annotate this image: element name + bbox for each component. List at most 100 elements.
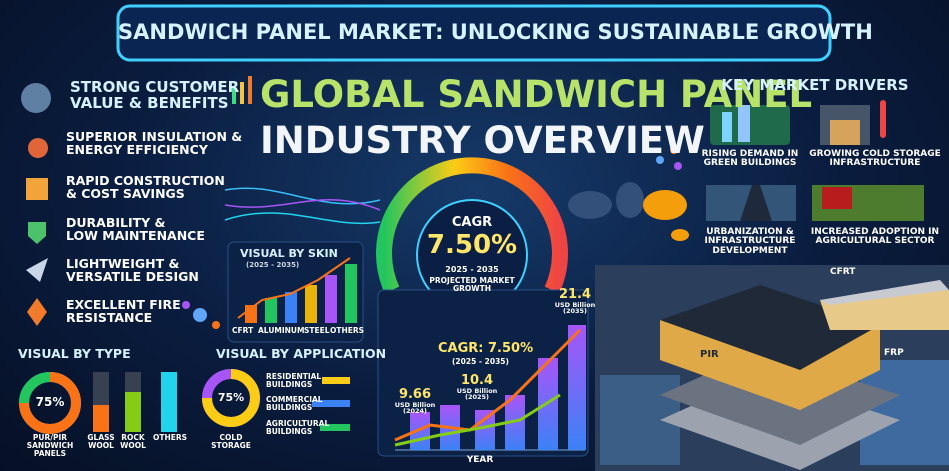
application-label: AGRICULTURAL BUILDINGS bbox=[266, 420, 329, 436]
data-stream bbox=[182, 187, 381, 329]
benefit-line: DURABILITY & bbox=[66, 215, 166, 230]
skin-label: CFRT bbox=[232, 326, 254, 335]
driver-line: URBANIZATION & bbox=[706, 227, 794, 237]
label-line: BUILDINGS bbox=[266, 379, 313, 389]
heading-line: VALUE & BENEFITS bbox=[70, 93, 229, 112]
drivers-title: KEY MARKET DRIVERS bbox=[721, 76, 909, 94]
skin-label: ALUMINUM bbox=[258, 326, 305, 335]
caption-line: PROJECTED MARKET bbox=[429, 276, 515, 285]
panel-label: PIR bbox=[700, 349, 719, 360]
benefit-item: RAPID CONSTRUCTION & COST SAVINGS bbox=[66, 174, 225, 200]
type-label: GLASS WOOL bbox=[86, 434, 116, 450]
driver-line: AGRICULTURAL SECTOR bbox=[815, 236, 935, 247]
driver-line: INCREASED ADOPTION IN bbox=[810, 227, 940, 237]
panel-label: CFRT bbox=[830, 267, 856, 277]
type-label: PUR/PIR SANDWICH PANELS bbox=[20, 434, 80, 458]
driver-item: RISING DEMAND IN GREEN BUILDINGS bbox=[695, 149, 805, 169]
label-line: COMMERCIAL bbox=[266, 395, 323, 404]
driver-line: INFRASTRUCTURE bbox=[704, 236, 796, 247]
point-value: 9.66 bbox=[398, 387, 432, 402]
growth-x-label: YEAR bbox=[466, 455, 494, 465]
label-line: BUILDINGS bbox=[266, 402, 313, 412]
label-line: PUR/PIR bbox=[32, 433, 68, 442]
benefit-line: RESISTANCE bbox=[66, 310, 153, 326]
point-unit: USD Billion bbox=[394, 400, 436, 409]
growth-point: 9.66 USD Billion (2024) bbox=[390, 388, 440, 415]
label-line: STORAGE bbox=[211, 440, 251, 450]
growth-point: 21.4 USD Billion (2035) bbox=[550, 288, 600, 315]
skin-label: STEEL bbox=[304, 326, 330, 335]
header-title: SANDWICH PANEL MARKET: UNLOCKING SUSTAIN… bbox=[118, 20, 873, 44]
label-line: AGRICULTURAL bbox=[266, 419, 330, 428]
skin-title: VISUAL BY SKIN bbox=[240, 247, 338, 260]
benefit-line: LIGHTWEIGHT & bbox=[66, 256, 180, 271]
caption-line: GROWTH bbox=[453, 283, 491, 293]
point-year: (2025) bbox=[464, 393, 490, 402]
header-box bbox=[116, 4, 832, 62]
label-line: GLASS bbox=[87, 433, 115, 442]
application-chart bbox=[202, 369, 350, 431]
type-title: VISUAL BY TYPE bbox=[18, 346, 131, 361]
label-line: PANELS bbox=[33, 448, 67, 458]
point-year: (2024) bbox=[402, 407, 428, 416]
benefit-line: ENERGY EFFICIENCY bbox=[66, 142, 208, 158]
driver-item: URBANIZATION & INFRASTRUCTURE DEVELOPMENT bbox=[695, 227, 805, 256]
point-value: 10.4 bbox=[460, 373, 494, 388]
application-label: RESIDENTIAL BUILDINGS bbox=[266, 373, 321, 389]
benefit-icons bbox=[21, 76, 252, 326]
label-line: COLD bbox=[219, 433, 243, 442]
hero-title-line: INDUSTRY OVERVIEW bbox=[260, 119, 705, 162]
driver-item: INCREASED ADOPTION IN AGRICULTURAL SECTOR bbox=[805, 227, 945, 247]
skin-period: (2025 - 2035) bbox=[246, 261, 300, 269]
label-line: SANDWICH bbox=[26, 440, 74, 450]
gauge-value: 7.50% bbox=[426, 230, 518, 260]
panel-visual bbox=[595, 265, 949, 471]
benefit-item: LIGHTWEIGHT & VERSATILE DESIGN bbox=[66, 257, 199, 283]
heading-line: STRONG CUSTOMER bbox=[70, 78, 240, 96]
benefits-heading: STRONG CUSTOMER VALUE & BENEFITS bbox=[70, 78, 240, 112]
point-unit: USD Billion bbox=[456, 386, 498, 395]
benefit-item: SUPERIOR INSULATION & ENERGY EFFICIENCY bbox=[66, 130, 242, 156]
point-year: (2035) bbox=[562, 307, 588, 316]
benefit-item: DURABILITY & LOW MAINTENANCE bbox=[66, 216, 205, 242]
driver-line: RISING DEMAND IN bbox=[701, 149, 799, 159]
world-map bbox=[568, 146, 689, 241]
benefit-line: EXCELLENT FIRE bbox=[66, 297, 181, 312]
type-donut-value: 75% bbox=[35, 395, 65, 409]
point-value: 21.4 bbox=[558, 287, 592, 302]
type-label: OTHERS bbox=[152, 434, 188, 442]
driver-line: GROWING COLD STORAGE bbox=[809, 149, 941, 159]
gauge-period: 2025 - 2035 bbox=[445, 265, 499, 274]
label-line: WOOL bbox=[88, 440, 114, 450]
label-line: WOOL bbox=[120, 440, 146, 450]
gauge-caption: PROJECTED MARKET GROWTH bbox=[417, 277, 527, 293]
growth-period: (2025 - 2035) bbox=[452, 357, 509, 366]
panel-label: FRP bbox=[884, 348, 904, 358]
application-donut-label: COLD STORAGE bbox=[206, 434, 256, 450]
benefit-item: EXCELLENT FIRE RESISTANCE bbox=[66, 298, 181, 324]
growth-cagr: CAGR: 7.50% bbox=[438, 341, 534, 356]
benefit-line: & COST SAVINGS bbox=[66, 186, 185, 202]
benefit-line: RAPID CONSTRUCTION bbox=[66, 173, 225, 188]
growth-point: 10.4 USD Billion (2025) bbox=[452, 374, 502, 401]
driver-line: DEVELOPMENT bbox=[712, 245, 788, 256]
benefit-line: LOW MAINTENANCE bbox=[66, 228, 205, 244]
benefit-line: VERSATILE DESIGN bbox=[66, 269, 199, 285]
application-label: COMMERCIAL BUILDINGS bbox=[266, 396, 323, 412]
driver-line: INFRASTRUCTURE bbox=[829, 158, 921, 169]
driver-icons bbox=[706, 100, 924, 221]
label-line: BUILDINGS bbox=[266, 426, 313, 436]
type-chart bbox=[19, 372, 177, 434]
driver-line: GREEN BUILDINGS bbox=[703, 158, 797, 169]
label-line: RESIDENTIAL bbox=[266, 372, 322, 381]
growth-chart bbox=[377, 289, 589, 457]
application-title: VISUAL BY APPLICATION bbox=[216, 346, 387, 361]
application-donut-value: 75% bbox=[217, 391, 245, 404]
hero-title-line: GLOBAL SANDWICH PANEL bbox=[260, 73, 813, 116]
skin-chart bbox=[227, 241, 364, 343]
skin-label: OTHERS bbox=[330, 326, 365, 335]
label-line: ROCK bbox=[121, 433, 145, 442]
benefit-line: SUPERIOR INSULATION & bbox=[66, 129, 243, 144]
